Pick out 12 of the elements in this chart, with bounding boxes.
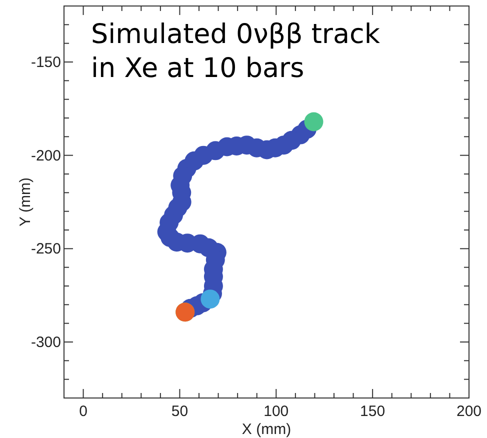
y-tick-label: -250 xyxy=(30,240,61,258)
x-tick-label: 200 xyxy=(456,403,482,420)
y-tick-label: -200 xyxy=(30,147,61,164)
x-tick-label: 150 xyxy=(360,403,386,420)
y-tick-label: -300 xyxy=(30,334,61,351)
x-tick-label: 100 xyxy=(264,403,289,420)
x-axis-title: X (mm) xyxy=(242,421,292,438)
y-tick-label: -150 xyxy=(30,54,61,71)
text: Simulated 0νββ track in Xe at 10 bars xyxy=(91,19,380,84)
x-tick-label: 50 xyxy=(171,403,188,420)
x-tick-label: 0 xyxy=(79,403,88,420)
y-axis-title: Y (mm) xyxy=(17,178,34,226)
